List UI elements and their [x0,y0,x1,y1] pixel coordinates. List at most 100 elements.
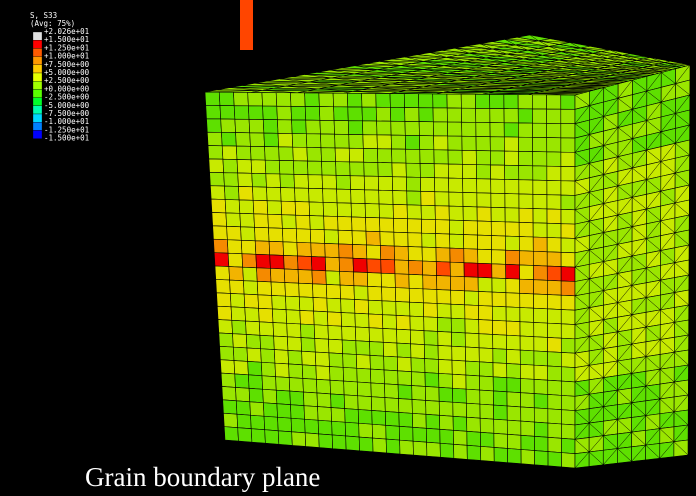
mesh-cell [276,377,290,391]
mesh-cell [218,320,232,334]
mesh-cell [269,241,284,255]
mesh-cell [393,191,407,205]
mesh-cell [380,232,394,246]
mesh-cell [392,177,406,191]
mesh-cell [465,347,479,362]
mesh-cell [478,263,492,278]
mesh-cell [494,419,508,434]
mesh-cell [412,413,426,428]
mesh-cell [238,186,253,200]
mesh-cell [261,349,275,363]
caption: Grain boundary plane [85,462,320,492]
mesh-cell [316,379,330,394]
mesh-cell [395,260,409,274]
mesh-cell [434,178,448,192]
mesh-cell [283,242,297,256]
mesh-cell [363,135,378,149]
mesh-cell [377,149,391,163]
mesh-cell [420,163,434,177]
mesh-cell [504,94,518,108]
mesh-cell [266,174,281,188]
mesh-cell [282,228,297,242]
mesh-cell [300,310,314,324]
mesh-cell [534,379,548,394]
mesh-cell [479,320,493,335]
mesh-cell [480,404,494,419]
mesh-cell [448,150,462,164]
mesh-cell [490,94,504,108]
mesh-cell [219,92,234,106]
mesh-cell [265,160,280,174]
mesh-cell [354,286,368,300]
legend-swatch [33,57,42,65]
mesh-cell [338,230,352,244]
mesh-cell [241,227,256,241]
mesh-cell [319,93,334,107]
mesh-cell [433,94,447,108]
mesh-cell [339,258,353,272]
mesh-cell [261,362,275,376]
mesh-cell [520,379,534,394]
mesh-cell [324,230,338,244]
mesh-cell [548,380,562,395]
mesh-cell [248,361,262,375]
mesh-cell [273,323,287,337]
mesh-cell [284,255,298,269]
mesh-cell [466,389,480,404]
mesh-cell [287,323,301,337]
mesh-cell [561,424,575,439]
mesh-cell [462,122,476,136]
mesh-cell [293,161,308,175]
mesh-cell [425,373,439,388]
mesh-cell [370,355,384,370]
mesh-cell [439,373,453,388]
legend-label: -1.500e+01 [44,134,89,143]
mesh-cell [518,109,532,123]
mesh-cell [317,393,331,408]
mesh-cell [464,277,478,292]
mesh-cell [208,146,223,160]
mesh-cell [561,267,575,282]
mesh-cell [435,206,449,220]
mesh-cell [336,162,351,176]
mesh-cell [507,420,521,435]
mesh-cell [250,402,264,416]
mesh-cell [561,367,575,382]
mesh-cell [461,94,475,108]
mesh-cell [521,449,535,464]
mesh-cell [561,209,575,224]
mesh-cell [533,280,547,295]
mesh-cell [447,94,461,108]
mesh-cell [425,386,439,401]
mesh-cell [307,147,322,161]
mesh-cell [358,410,372,425]
mesh-cell [292,120,307,134]
mesh-cell [506,321,520,336]
mesh-cell [270,268,284,282]
legend-swatch [33,122,42,130]
mesh-cell [247,348,261,362]
mesh-cell [561,410,575,425]
mesh-cell [400,440,414,455]
mesh-cell [506,307,520,322]
mesh-cell [305,433,319,448]
mesh-cell [318,407,332,422]
mesh-cell [479,334,493,349]
mesh-cell [272,295,286,309]
mesh-cell [350,162,365,176]
mesh-cell [491,165,505,179]
mesh-cell [477,207,491,222]
mesh-cell [395,274,409,288]
mesh-cell [383,342,397,357]
mesh-cell [215,266,230,280]
mesh-cell [296,215,311,229]
mesh-cell [270,255,284,269]
mesh-cell [547,180,561,195]
mesh-cell [518,137,532,151]
mesh-cell [302,351,316,365]
mesh-cell [404,94,419,108]
mesh-cell [235,119,250,133]
mesh-cell [267,201,282,215]
mesh-cell [399,426,413,441]
mesh-cell [315,352,329,366]
